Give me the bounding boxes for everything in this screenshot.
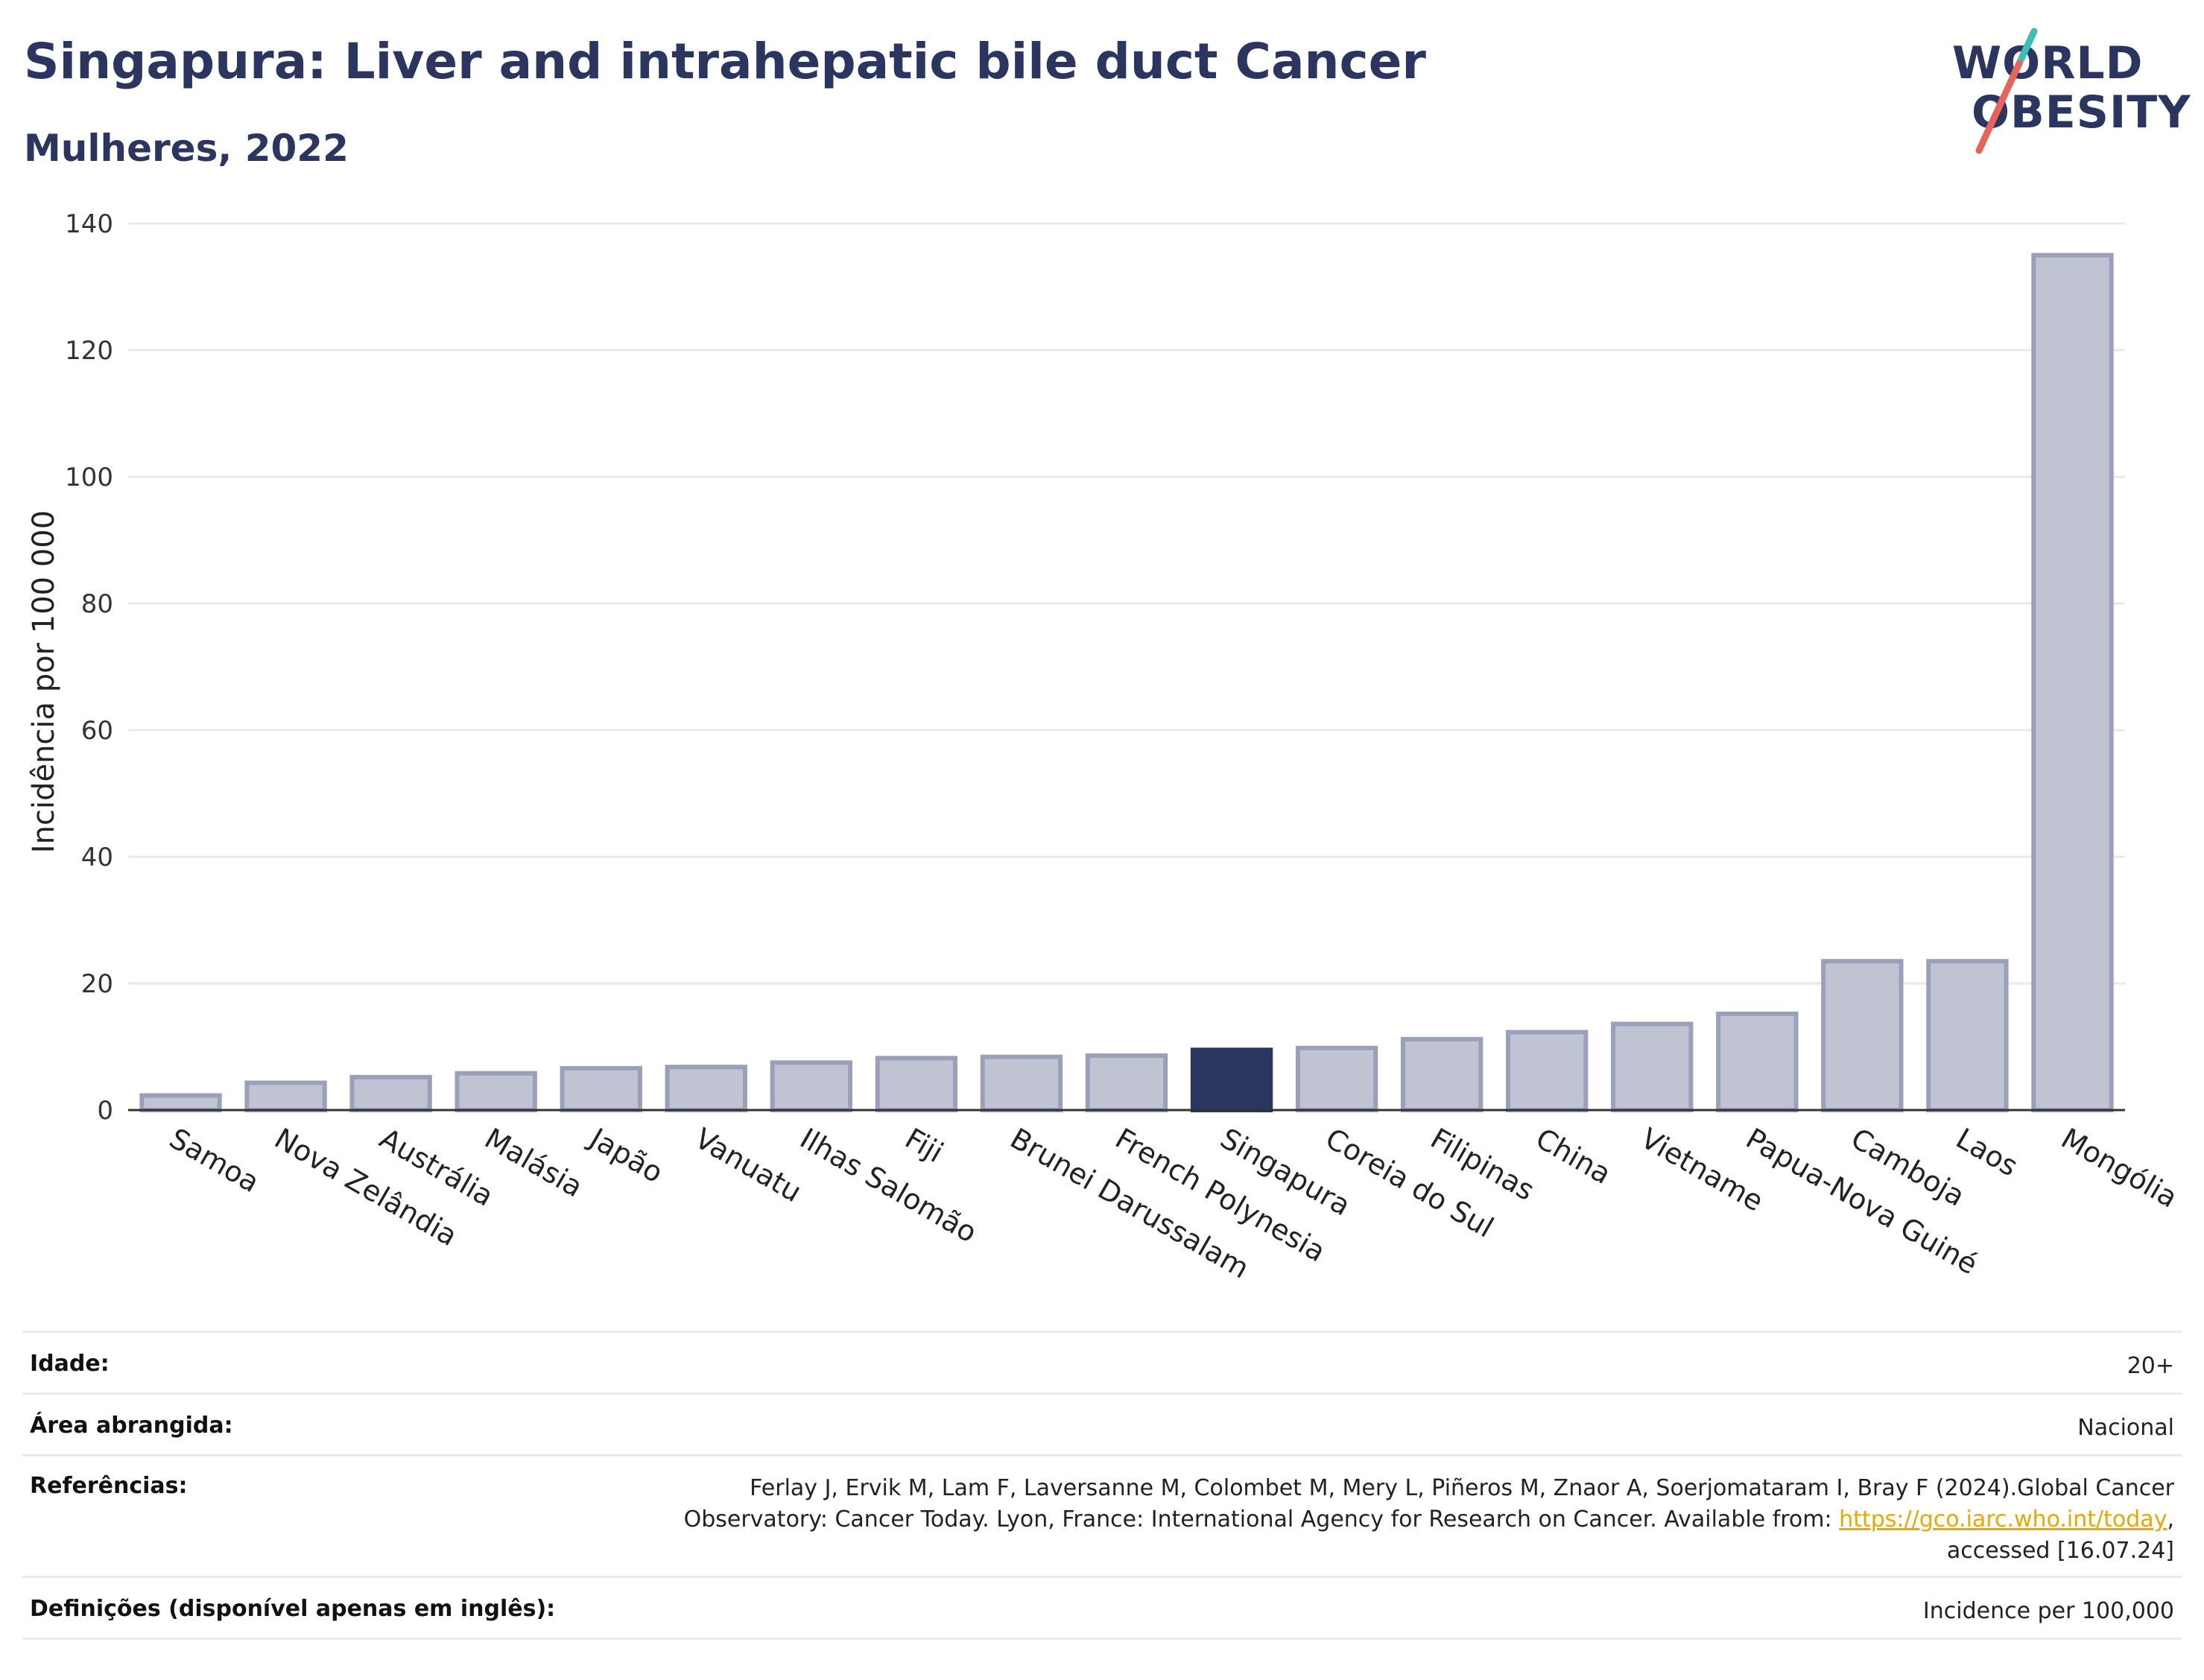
x-tick-label: Samoa bbox=[164, 1122, 265, 1199]
bar-austr-lia[interactable] bbox=[349, 1074, 432, 1113]
age-label: Idade: bbox=[30, 1351, 110, 1377]
bar-jap-o[interactable] bbox=[560, 1065, 642, 1113]
y-tick-label: 140 bbox=[65, 209, 113, 239]
x-tick-label: Fiji bbox=[899, 1122, 949, 1169]
bar-ilhas-salom-o[interactable] bbox=[770, 1060, 853, 1112]
references-line-2: Observatory: Cancer Today. Lyon, France:… bbox=[683, 1506, 1840, 1532]
grid-lines bbox=[128, 222, 2125, 985]
bar-samoa[interactable] bbox=[139, 1093, 222, 1112]
references-link[interactable]: https://gco.iarc.who.int/today bbox=[1839, 1506, 2167, 1532]
x-tick-label: Malásia bbox=[479, 1122, 588, 1204]
references-value: Ferlay J, Ervik M, Lam F, Laversanne M, … bbox=[592, 1456, 2182, 1577]
bar-french-polynesia[interactable] bbox=[1085, 1053, 1168, 1113]
bar-vietname[interactable] bbox=[1611, 1021, 1694, 1113]
bar-vanuatu[interactable] bbox=[665, 1065, 747, 1112]
area-label: Área abrangida: bbox=[30, 1413, 233, 1439]
info-row-age: Idade: 20+ bbox=[22, 1331, 2182, 1394]
y-tick-label: 120 bbox=[65, 336, 113, 366]
age-value: 20+ bbox=[2127, 1353, 2174, 1379]
y-tick-label: 100 bbox=[65, 463, 113, 492]
references-label: Referências: bbox=[30, 1473, 188, 1499]
bar-camboja[interactable] bbox=[1821, 959, 1904, 1112]
bar-china[interactable] bbox=[1506, 1030, 1589, 1112]
x-tick-label: Mongólia bbox=[2056, 1122, 2183, 1214]
x-tick-label: Ilhas Salomão bbox=[794, 1122, 982, 1249]
bar-nova-zel-ndia[interactable] bbox=[244, 1080, 327, 1112]
world-obesity-logo[interactable]: WORLD OBESITY bbox=[1945, 22, 2191, 156]
bar-mal-sia[interactable] bbox=[455, 1071, 537, 1112]
bar-chart: 0 20 40 60 80 100 120 140 Samoa Nova ZelândiaAus… bbox=[27, 209, 2183, 1285]
page-subtitle: Mulheres, 2022 bbox=[24, 127, 349, 170]
bar-fiji[interactable] bbox=[875, 1056, 958, 1113]
info-table: Idade: 20+ Área abrangida: Nacional Refe… bbox=[22, 1331, 2182, 1640]
y-tick-label: 40 bbox=[81, 843, 113, 872]
definitions-value: Incidence per 100,000 bbox=[1922, 1598, 2174, 1624]
info-row-definitions: Definições (disponível apenas em inglês)… bbox=[22, 1576, 2182, 1639]
x-tick-label: Nova Zelândia bbox=[269, 1122, 463, 1253]
bar-brunei-darussalam[interactable] bbox=[980, 1054, 1063, 1112]
bar-coreia-do-sul[interactable] bbox=[1295, 1045, 1378, 1112]
bar-filipinas[interactable] bbox=[1400, 1036, 1483, 1113]
y-tick-label: 60 bbox=[81, 716, 113, 746]
bar-mong-lia[interactable] bbox=[2031, 253, 2114, 1112]
y-tick-label: 20 bbox=[81, 969, 113, 999]
x-tick-label: Japão bbox=[583, 1121, 669, 1190]
definitions-label: Definições (disponível apenas em inglês)… bbox=[30, 1596, 556, 1622]
y-tick-label: 80 bbox=[81, 589, 113, 619]
x-tick-label: Vanuatu bbox=[689, 1122, 807, 1208]
bar-singapura[interactable] bbox=[1190, 1047, 1273, 1112]
y-axis-ticks: 0 20 40 60 80 100 120 140 bbox=[65, 209, 113, 1126]
x-tick-label: China bbox=[1530, 1122, 1617, 1191]
info-row-references: Referências: Ferlay J, Ervik M, Lam F, L… bbox=[22, 1455, 2182, 1577]
references-line-1: Ferlay J, Ervik M, Lam F, Laversanne M, … bbox=[750, 1475, 2174, 1501]
bars bbox=[139, 253, 2114, 1113]
logo-slash-icon bbox=[1975, 28, 2038, 154]
logo-text-world: WORLD bbox=[1952, 37, 2144, 89]
area-value: Nacional bbox=[2077, 1415, 2174, 1441]
references-line-3: accessed [16.07.24] bbox=[1946, 1538, 2174, 1564]
bar-laos[interactable] bbox=[1926, 959, 2009, 1112]
references-line-2-end: , bbox=[2167, 1506, 2174, 1532]
page-title: Singapura: Liver and intrahepatic bile d… bbox=[24, 33, 1426, 90]
y-axis-label: Incidência por 100 000 bbox=[27, 510, 61, 853]
info-row-area: Área abrangida: Nacional bbox=[22, 1393, 2182, 1456]
x-tick-label: Laos bbox=[1951, 1122, 2024, 1183]
y-tick-label: 0 bbox=[97, 1096, 113, 1126]
bar-papua-nova-guin-[interactable] bbox=[1716, 1011, 1799, 1113]
